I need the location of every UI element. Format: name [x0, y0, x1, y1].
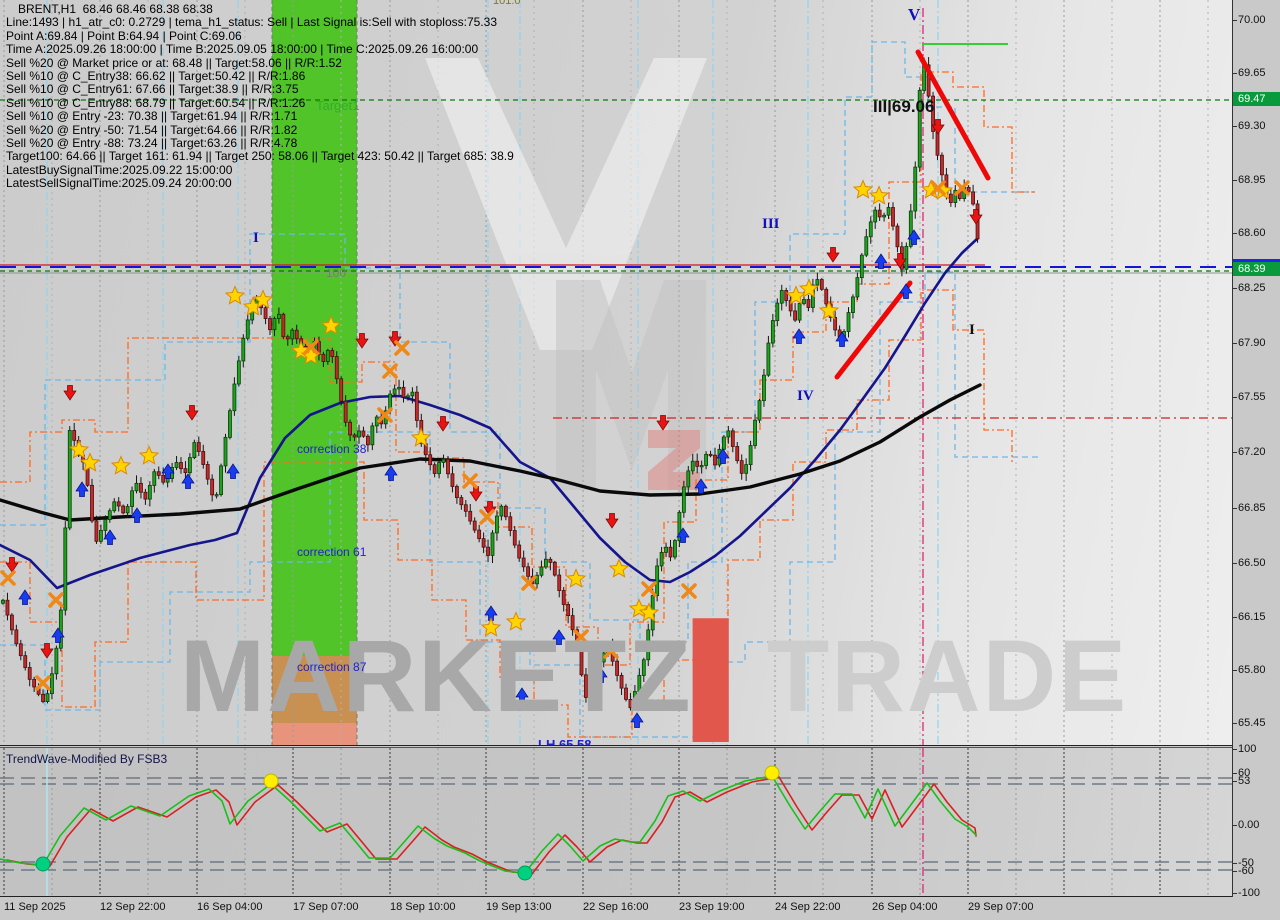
oscillator-tick: -60	[1233, 865, 1254, 877]
chart-label: 100	[326, 266, 347, 280]
subpanel-grid	[0, 748, 1232, 896]
info-line: Sell %10 @ Entry -23: 70.38 || Target:61…	[6, 109, 298, 124]
price-tick: 68.60	[1233, 227, 1266, 239]
chart-label: correction 61	[297, 545, 367, 559]
chart-label: LH 65.58	[538, 737, 592, 746]
buy-arrows	[18, 229, 921, 728]
chart-label: III	[762, 216, 780, 232]
trendwave-subpanel[interactable]: TrendWave-Modified By FSB3	[0, 747, 1232, 897]
oscillator-tick: 60	[1232, 767, 1251, 779]
price-tick: 65.45	[1233, 717, 1266, 729]
info-line: Sell %10 @ C_Entry38: 66.62 || Target:50…	[6, 69, 306, 84]
price-axis[interactable]: 70.00 69.65 69.30 68.95 68.60 68.25 67.90 67.55…	[1232, 0, 1280, 899]
time-label: 16 Sep 04:00	[197, 901, 263, 913]
buy-dot	[35, 856, 51, 872]
price-badge: 69.47	[1233, 92, 1280, 106]
time-label: 26 Sep 04:00	[872, 901, 938, 913]
chart-label: 101.0	[493, 0, 521, 7]
chart-label: III|69.06	[873, 97, 935, 116]
info-line: Time A:2025.09.26 18:00:00 | Time B:2025…	[6, 42, 479, 57]
moving-averages	[0, 236, 982, 590]
price-tick: 68.95	[1233, 174, 1266, 186]
sell-dot	[263, 773, 279, 789]
price-tick: 69.30	[1233, 120, 1266, 132]
sell-arrows	[5, 119, 983, 659]
price-tick: 67.55	[1233, 391, 1266, 403]
info-line: Sell %20 @ Entry -50: 71.54 || Target:64…	[6, 122, 298, 137]
time-label: 19 Sep 13:00	[486, 901, 552, 913]
info-line: Sell %10 @ C_Entry61: 67.66 || Target:38…	[6, 82, 299, 97]
oscillator-tick: 53	[1232, 775, 1251, 787]
info-line: Sell %20 @ Market price or at: 68.48 || …	[6, 55, 342, 70]
oscillator-tick: -100	[1232, 887, 1261, 899]
price-tick: 68.25	[1233, 282, 1266, 294]
info-line: LatestSellSignalTime:2025.09.24 20:00:00	[6, 176, 232, 191]
price-tick: 67.20	[1233, 446, 1266, 458]
subpanel-title: TrendWave-Modified By FSB3	[6, 752, 168, 766]
time-label: 12 Sep 22:00	[100, 901, 166, 913]
time-axis[interactable]: 11 Sep 2025 12 Sep 22:00 16 Sep 04:00 17 Se…	[0, 897, 1280, 920]
chart-label: V	[908, 5, 921, 24]
main-chart-area[interactable]: MARKETZ▌TRADE BRENT,H1 68.46 68.46 68.38…	[0, 0, 1232, 746]
watermark-word2: TRADE	[766, 619, 1129, 733]
trendwave-dots	[35, 765, 780, 881]
info-text-block: BRENT,H1 68.46 68.46 68.38 68.38 Line:149…	[6, 2, 514, 191]
price-tick: 66.15	[1233, 611, 1266, 623]
price-tick: 66.85	[1233, 502, 1266, 514]
trendwave-lines	[0, 775, 977, 875]
chart-label: I	[253, 230, 259, 246]
buy-dot	[517, 865, 533, 881]
horizontal-level-lines	[0, 43, 1232, 419]
oscillator-tick: -50	[1233, 857, 1254, 869]
oscillator-tick: 0.00	[1232, 819, 1260, 831]
chart-label: IV	[797, 388, 814, 404]
salmon-correction-band	[272, 656, 357, 745]
price-tick: 69.65	[1233, 67, 1266, 79]
info-line: Sell %10 @ C_Entry88: 68.79 || Target:60…	[6, 95, 306, 110]
price-tick: 65.80	[1233, 664, 1266, 676]
time-label: 18 Sep 10:00	[390, 901, 456, 913]
subpanel-svg	[0, 748, 1232, 896]
price-tick: 70.00	[1233, 14, 1266, 26]
info-line: BRENT,H1 68.46 68.46 68.38 68.38	[18, 2, 213, 16]
info-line: Sell %20 @ Entry -88: 73.24 || Target:63…	[6, 136, 298, 151]
chart-label: correction 87	[297, 660, 367, 674]
oscillator-tick: 100	[1232, 743, 1257, 755]
price-badge: 68.39	[1233, 259, 1280, 276]
chart-label: correction 38	[297, 442, 367, 456]
red-trendlines[interactable]	[834, 49, 991, 380]
star-markers	[68, 179, 954, 637]
grid-verticals	[3, 0, 1209, 745]
info-line: Line:1493 | h1_atr_c0: 0.2729 | tema_h1_…	[6, 15, 497, 30]
price-tick: 66.50	[1233, 557, 1266, 569]
chart-label: I	[969, 322, 975, 338]
watermark-word1: MARKETZ	[180, 619, 693, 733]
watermark-bar: ▌	[692, 619, 767, 733]
time-label: 23 Sep 19:00	[679, 901, 745, 913]
price-tick: 67.90	[1233, 337, 1266, 349]
sell-dot	[764, 765, 780, 781]
chart-label: Target1	[316, 98, 360, 113]
cross-markers	[0, 180, 970, 691]
main-svg	[0, 0, 1232, 745]
time-label: 24 Sep 22:00	[775, 901, 841, 913]
time-label: 17 Sep 07:00	[293, 901, 359, 913]
info-line: LatestBuySignalTime:2025.09.22 15:00:00	[6, 162, 233, 177]
fib-zone-bands	[272, 0, 357, 745]
time-label: 29 Sep 07:00	[968, 901, 1034, 913]
time-label: 22 Sep 16:00	[583, 901, 649, 913]
info-line: Point A:69.84 | Point B:64.94 | Point C:…	[6, 28, 242, 43]
watermark-wordmark: MARKETZ▌TRADE	[180, 618, 1128, 735]
info-line: Target100: 64.66 || Target 161: 61.94 ||…	[6, 149, 514, 164]
time-label: 11 Sep 2025	[4, 901, 66, 913]
